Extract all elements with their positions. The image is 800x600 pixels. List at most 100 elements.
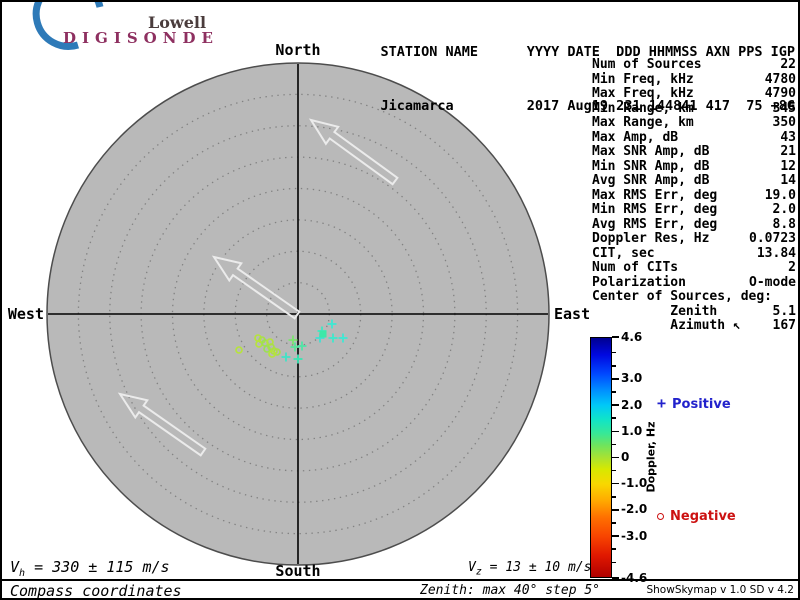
stats-row: Max RMS Err, deg 19.0 (592, 187, 796, 204)
stats-value: 167 (772, 318, 796, 333)
colorbar-tick (612, 336, 619, 338)
legend-negative: Negative (657, 509, 736, 524)
compass-label-north: North (275, 41, 321, 59)
stats-value: 4790 (764, 86, 796, 101)
stats-row: Azimuth ↖ 167 (592, 318, 796, 334)
stats-row: Max Range, km 350 (592, 115, 796, 131)
compass-label-west: West (7, 305, 44, 323)
stats-label: Max Amp, dB (592, 129, 679, 145)
colorbar-axis-label: Doppler, Hz (644, 421, 658, 493)
vz-value: = 13 ± 10 m/s (481, 560, 592, 575)
stats-row: Max SNR Amp, dB 21 (592, 144, 796, 160)
vh-value: = 330 ± 115 m/s (25, 558, 170, 576)
vh-annotation: Vh = 330 ± 115 m/s (10, 558, 170, 579)
drift-direction-arrow-icon (117, 392, 207, 457)
logo-lowell-text: Lowell (148, 13, 207, 32)
vz-annotation: Vz = 13 ± 10 m/s (468, 560, 591, 578)
stats-label: Min RMS Err, deg (592, 202, 718, 217)
vh-subscript: h (19, 568, 26, 579)
stats-row: Avg SNR Amp, dB 14 (592, 173, 796, 189)
stats-value: 2 (788, 260, 796, 275)
logo-digisonde-text: DIGISONDE (63, 29, 219, 47)
compass-label-east: East (554, 305, 591, 323)
stats-row: Min Range, km 345 (592, 100, 796, 117)
legend-negative-label: Negative (670, 509, 736, 524)
colorbar-tick-label: 4.6 (621, 329, 643, 344)
stats-value: 21 (780, 144, 796, 159)
stats-label: Max SNR Amp, dB (592, 144, 710, 159)
plus-symbol-icon: + (657, 394, 667, 412)
stats-value: 5.1 (772, 303, 796, 319)
stats-panel: Num of Sources 22 Min Freq, kHz 4780 Max Fre… (592, 57, 796, 334)
circle-symbol-icon (657, 513, 664, 520)
stats-row: Polarization O-mode (592, 274, 796, 291)
colorbar-tick-label: -3.0 (621, 528, 648, 543)
stats-row: Doppler Res, Hz 0.0723 (592, 231, 796, 247)
colorbar-tick (612, 456, 619, 459)
source-point-positive (297, 341, 307, 351)
source-point-cluster (319, 330, 327, 338)
stats-label: CIT, sec (592, 245, 655, 261)
footer-divider-line (0, 579, 800, 581)
stats-row: Min RMS Err, deg 2.0 (592, 202, 796, 218)
stats-row: Min SNR Amp, dB 12 (592, 158, 796, 175)
vz-symbol: V (468, 560, 476, 575)
stats-row: Avg RMS Err, deg 8.8 (592, 216, 796, 233)
source-point-positive (327, 319, 337, 329)
stats-label: Avg RMS Err, deg (592, 216, 718, 232)
colorbar-tick-label: -1.0 (621, 476, 648, 491)
colorbar-tick-label: 0 (621, 450, 630, 464)
stats-row: CIT, sec 13.84 (592, 245, 796, 262)
colorbar-tick (612, 535, 619, 537)
vh-symbol: V (10, 558, 20, 576)
stats-value: O-mode (749, 274, 796, 290)
colorbar-minor-tick (612, 561, 616, 564)
colorbar-tick (612, 404, 619, 406)
vz-subscript: z (475, 566, 482, 578)
stats-label: Center of Sources, deg: (592, 289, 773, 304)
stats-label: Num of CITs (592, 260, 679, 275)
legend-positive: + Positive (657, 394, 731, 412)
stats-label: Zenith (592, 303, 718, 319)
source-point-negative (266, 338, 274, 346)
drift-direction-arrow-icon (308, 118, 399, 186)
stats-value: 4780 (764, 71, 796, 87)
stats-value: 345 (772, 100, 796, 116)
stats-value: 22 (780, 57, 796, 72)
legend-positive-label: Positive (672, 397, 731, 412)
header-column-titles: STATION NAME YYYY DATE DDD HHMMSS AXN PP… (380, 44, 795, 60)
colorbar-minor-tick (612, 469, 616, 472)
colorbar-minor-tick (612, 443, 616, 446)
stats-value: 8.8 (772, 216, 796, 232)
source-point-positive (338, 333, 348, 343)
stats-value: 12 (780, 158, 796, 174)
header-station-values: Jicamarca 2017 Aug19 231 144841 417 75 +… (380, 98, 795, 114)
stats-value: 13.84 (756, 245, 796, 261)
colorbar-tick-label: -2.0 (621, 502, 648, 517)
colorbar-tick (612, 509, 619, 511)
source-point-positive (290, 342, 300, 352)
stats-label: Doppler Res, Hz (592, 231, 710, 246)
stats-row: Max Freq, kHz 4790 (592, 86, 796, 102)
stats-label: Avg SNR Amp, dB (592, 173, 710, 188)
colorbar-minor-tick (612, 522, 616, 524)
stats-row: Num of Sources 22 (592, 57, 796, 73)
colorbar-minor-tick (612, 351, 616, 354)
stats-label: Max RMS Err, deg (592, 187, 718, 203)
stats-row: Num of CITs 2 (592, 260, 796, 276)
colorbar-tick (612, 482, 619, 485)
version-text: ShowSkymap v 1.0 SD v 4.2 (646, 584, 794, 596)
colorbar-tick-label: 2.0 (621, 397, 643, 412)
source-point-positive (293, 354, 303, 364)
stats-label: Max Range, km (592, 115, 694, 130)
doppler-colorbar (590, 337, 612, 578)
colorbar-minor-tick (612, 496, 616, 498)
stats-row: Zenith 5.1 (592, 303, 796, 320)
stats-label: Num of Sources (592, 57, 702, 72)
source-point-negative (235, 346, 243, 354)
stats-value: 0.0723 (749, 231, 796, 246)
colorbar-tick-label: -4.6 (621, 570, 648, 585)
zenith-scale-note: Zenith: max 40° step 5° (420, 583, 601, 598)
coordinate-system-label: Compass coordinates (10, 582, 182, 600)
